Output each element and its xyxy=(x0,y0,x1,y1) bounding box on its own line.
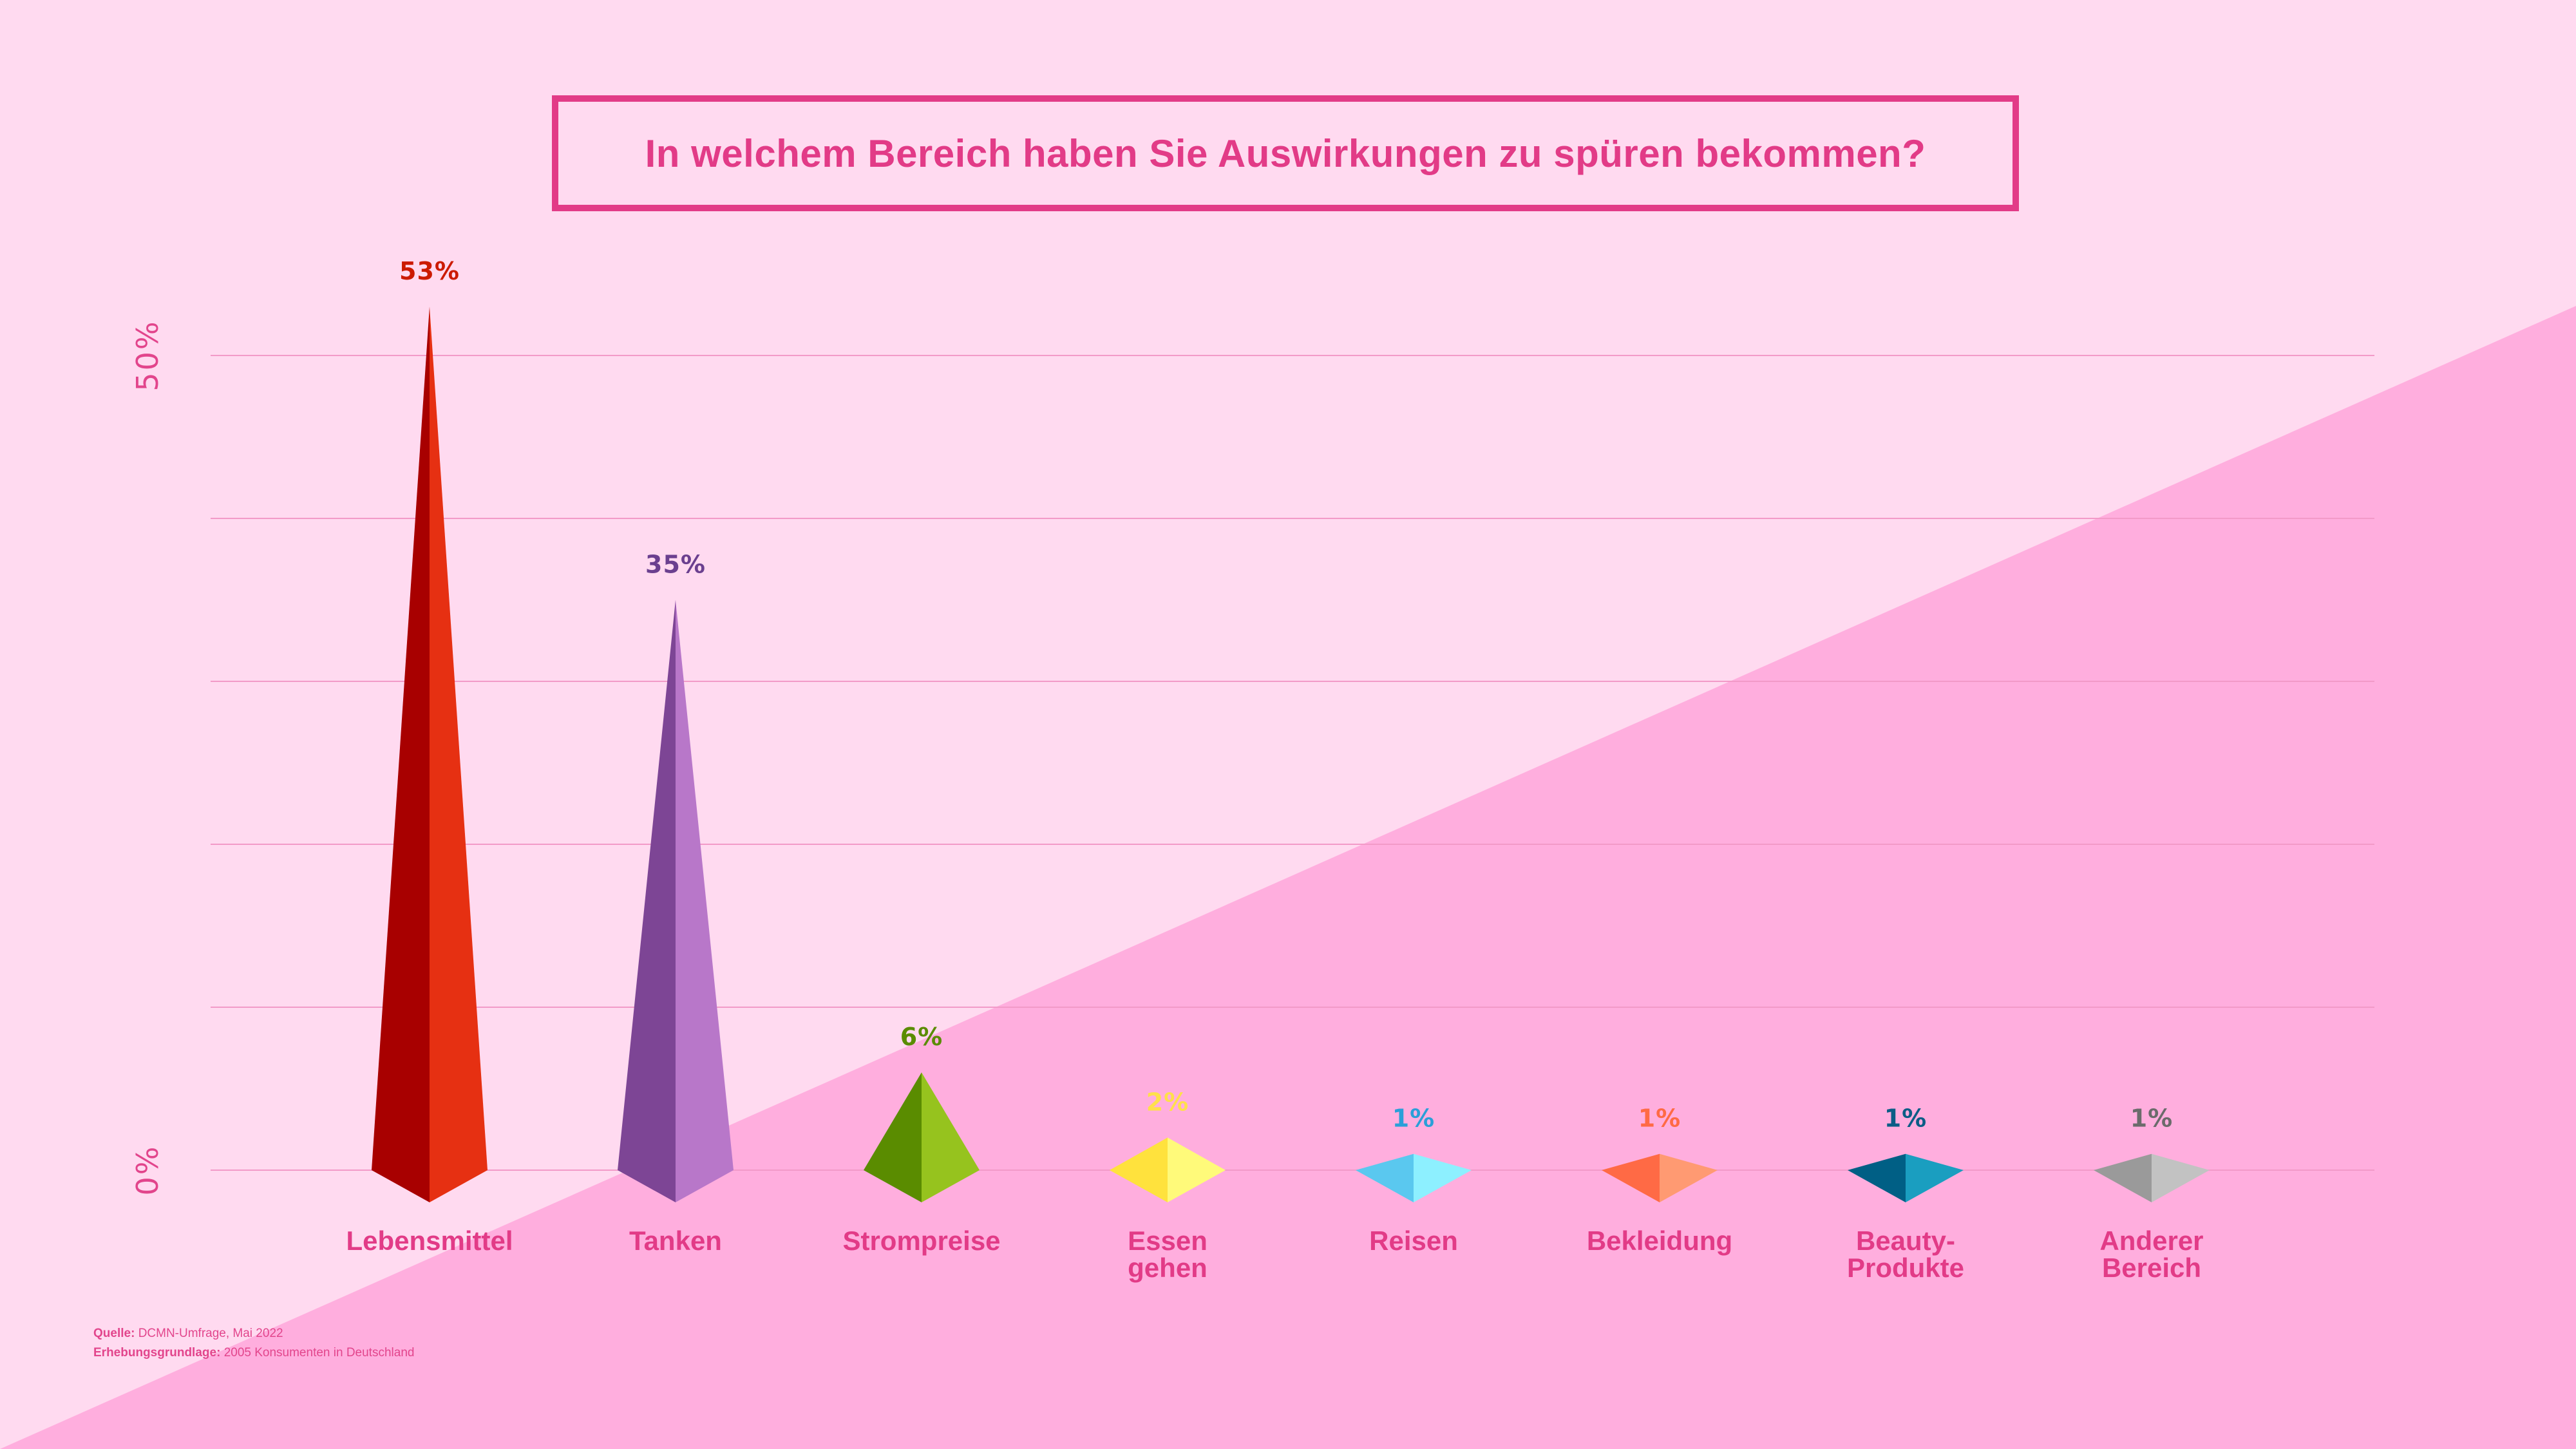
x-tick-label-line: Bereich xyxy=(2102,1253,2201,1283)
data-label: 35% xyxy=(645,551,706,579)
bar-face-right xyxy=(676,600,734,1202)
x-tick-label-line: gehen xyxy=(1128,1253,1208,1283)
y-axis-ticks: 0% 50% xyxy=(130,319,165,1195)
chart-title-box: In welchem Bereich haben Sie Auswirkunge… xyxy=(552,95,2019,211)
grid xyxy=(211,355,2374,1171)
data-label: 1% xyxy=(1884,1104,1927,1133)
data-label: 2% xyxy=(1146,1088,1189,1116)
bar-face-left xyxy=(1110,1137,1168,1202)
bar-face-right xyxy=(1168,1137,1226,1202)
bar-face-left xyxy=(618,600,676,1202)
basis-line: Erhebungsgrundlage: 2005 Konsumenten in … xyxy=(93,1343,414,1363)
x-tick-label: Anderer Bereich xyxy=(2099,1226,2203,1283)
x-tick-label: Essen gehen xyxy=(1128,1226,1208,1283)
chart-title: In welchem Bereich haben Sie Auswirkunge… xyxy=(645,131,1926,175)
x-tick-label: Strompreise xyxy=(842,1226,1000,1256)
x-tick-label-line: Anderer xyxy=(2099,1226,2203,1256)
x-tick-label-line: Essen xyxy=(1128,1226,1208,1256)
x-tick-label-line: Strompreise xyxy=(842,1226,1000,1256)
y-tick-label: 0% xyxy=(130,1145,165,1196)
data-label: 1% xyxy=(2130,1104,2174,1133)
bar-face-left xyxy=(2094,1153,2152,1202)
x-tick-label-line: Beauty- xyxy=(1856,1226,1955,1256)
bars xyxy=(372,307,2210,1203)
x-tick-label: Bekleidung xyxy=(1587,1226,1732,1256)
bar-face-right xyxy=(1906,1153,1964,1202)
bar-face-left xyxy=(1356,1153,1414,1202)
source-label: Quelle: xyxy=(93,1327,135,1340)
bar-face-left xyxy=(372,307,430,1203)
source-text: DCMN-Umfrage, Mai 2022 xyxy=(138,1327,283,1340)
labels: 53% Lebensmittel 35% Tanken 6% Strompreise 2% E… xyxy=(346,257,2203,1283)
bar-face-right xyxy=(430,307,488,1203)
x-tick-label-line: Bekleidung xyxy=(1587,1226,1732,1256)
data-label: 1% xyxy=(1392,1104,1435,1133)
bar-face-left xyxy=(1848,1153,1906,1202)
bar-face-left xyxy=(1602,1153,1660,1202)
x-tick-label: Lebensmittel xyxy=(346,1226,513,1256)
bar-face-right xyxy=(922,1072,980,1202)
x-tick-label-line: Lebensmittel xyxy=(346,1226,513,1256)
source-line: Quelle: DCMN-Umfrage, Mai 2022 xyxy=(93,1324,414,1343)
data-label: 1% xyxy=(1638,1104,1681,1133)
x-tick-label-line: Reisen xyxy=(1369,1226,1458,1256)
bar-face-right xyxy=(2152,1153,2210,1202)
data-label: 6% xyxy=(900,1023,943,1051)
data-label: 53% xyxy=(399,257,460,285)
y-tick-label: 50% xyxy=(130,319,165,391)
chart-footer: Quelle: DCMN-Umfrage, Mai 2022 Erhebungs… xyxy=(93,1324,414,1363)
x-tick-label-line: Tanken xyxy=(629,1226,722,1256)
x-tick-label-line: Produkte xyxy=(1847,1253,1964,1283)
x-tick-label: Beauty-Produkte xyxy=(1847,1226,1964,1283)
x-tick-label: Reisen xyxy=(1369,1226,1458,1256)
x-tick-label: Tanken xyxy=(629,1226,722,1256)
bar-face-right xyxy=(1414,1153,1472,1202)
basis-label: Erhebungsgrundlage: xyxy=(93,1346,221,1359)
basis-text: 2005 Konsumenten in Deutschland xyxy=(223,1346,415,1359)
bar-face-right xyxy=(1660,1153,1718,1202)
bar-face-left xyxy=(864,1072,922,1202)
